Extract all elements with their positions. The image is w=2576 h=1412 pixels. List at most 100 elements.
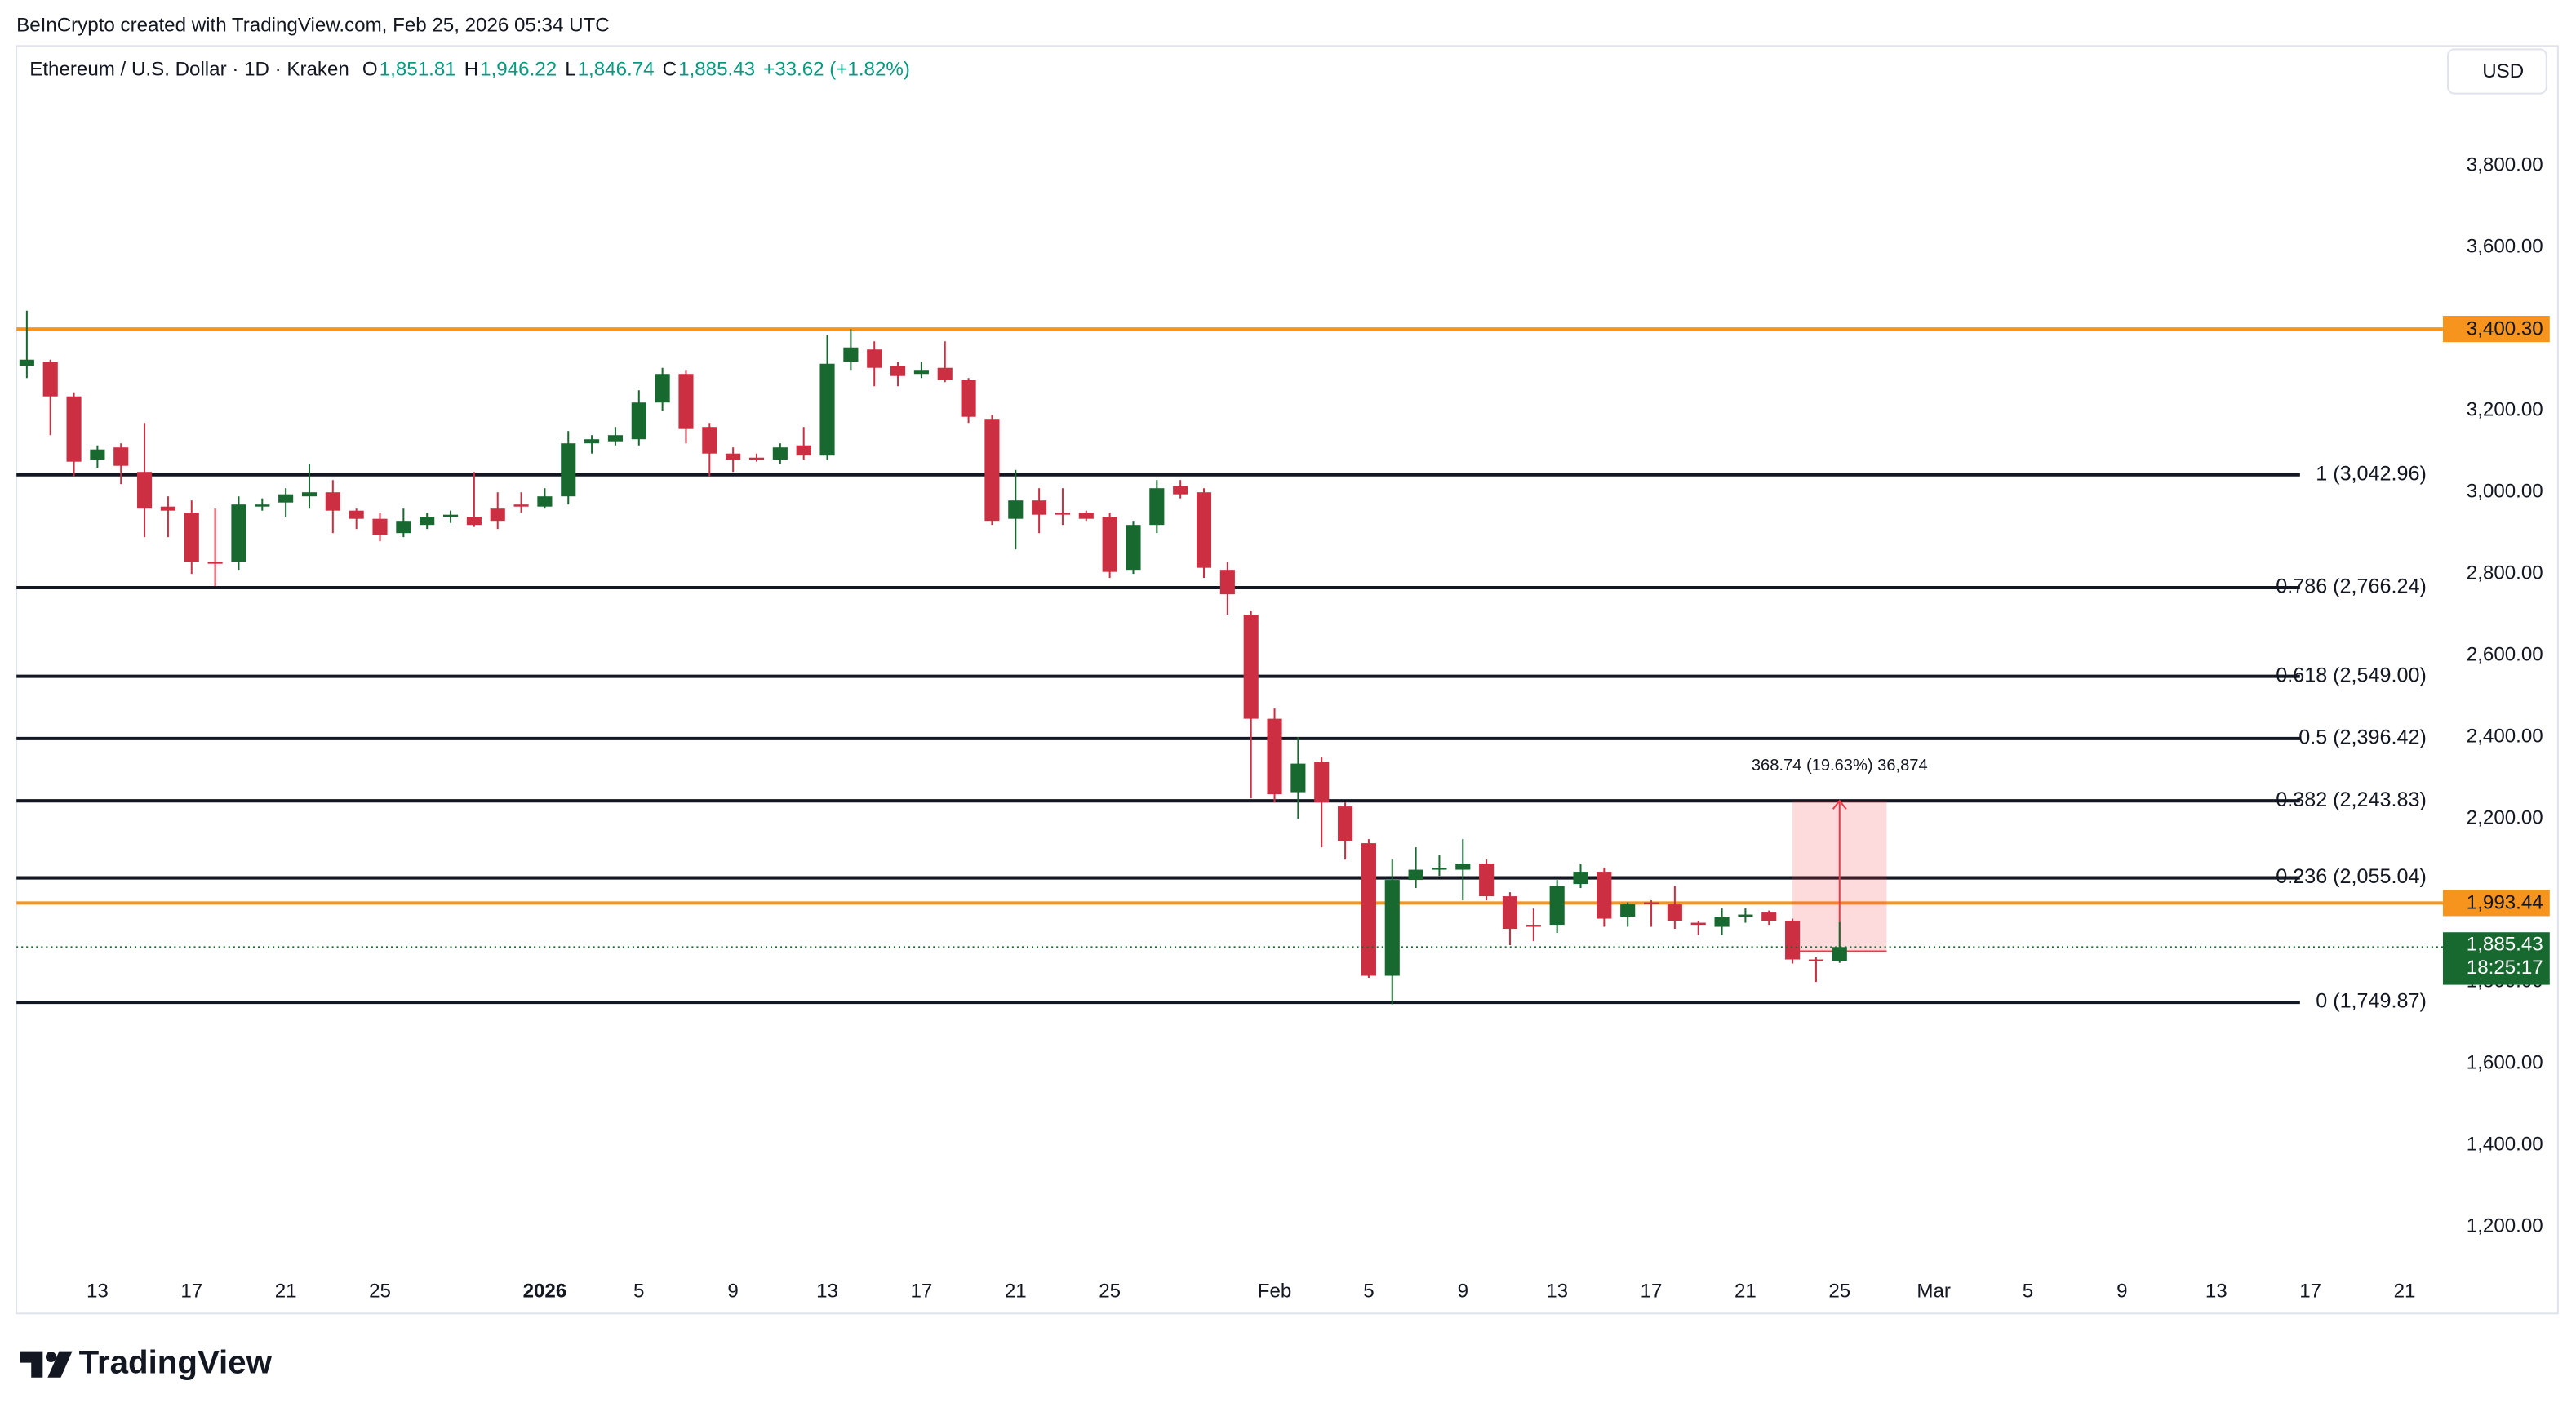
candle-body — [1314, 762, 1330, 803]
candle-body — [113, 447, 129, 466]
candle-body — [561, 443, 576, 497]
candle-body — [772, 447, 788, 460]
x-tick-label: 17 — [180, 1281, 202, 1303]
x-tick-label: 9 — [1458, 1281, 1468, 1303]
chart-frame — [16, 45, 2559, 1315]
candle-body — [1408, 869, 1423, 881]
legend: Ethereum / U.S. Dollar · 1D · Kraken O 1,8… — [29, 59, 910, 81]
candle-body — [1267, 718, 1282, 795]
candle-body — [984, 419, 1000, 522]
candle-body — [19, 359, 34, 366]
legend-key: O — [362, 59, 378, 81]
candle-body — [913, 370, 929, 375]
x-tick-label: 17 — [910, 1281, 932, 1303]
candle-body — [1361, 843, 1376, 976]
candle-body — [278, 494, 294, 503]
y-tick-label: 2,200.00 — [2467, 806, 2543, 828]
candle-body — [655, 374, 670, 403]
currency-label[interactable]: USD — [2482, 60, 2524, 82]
watermark: BeInCrypto created with TradingView.com,… — [16, 15, 610, 37]
y-tick-label: 3,800.00 — [2467, 154, 2543, 176]
candle-body — [1690, 922, 1706, 926]
candle-body — [607, 435, 624, 442]
candle-body — [1102, 517, 1117, 572]
x-tick-label: 17 — [2299, 1281, 2321, 1303]
candle-body — [1032, 500, 1047, 515]
candle-body — [1008, 500, 1024, 519]
x-tick-label: 5 — [2023, 1281, 2033, 1303]
candle-body — [255, 504, 270, 507]
x-tick-label: 21 — [1005, 1281, 1027, 1303]
candle-body — [890, 366, 906, 376]
candle-body — [1620, 904, 1636, 917]
candle-body — [1549, 886, 1565, 926]
candle-body — [66, 396, 82, 462]
x-tick-label: 2026 — [523, 1281, 567, 1303]
candle-body — [490, 508, 505, 522]
candle-body — [1455, 864, 1471, 870]
brand-logo — [20, 1351, 73, 1378]
x-tick-label: 13 — [1546, 1281, 1568, 1303]
candle-body — [1785, 921, 1801, 960]
brand-name: TradingView — [79, 1343, 273, 1380]
candle-body — [796, 445, 811, 456]
plot-area — [16, 310, 2443, 1005]
candle-body — [631, 402, 646, 440]
y-tick-label: 2,400.00 — [2467, 725, 2543, 747]
legend-change: +33.62 (+1.82%) — [763, 59, 910, 81]
y-tick-label: 3,200.00 — [2467, 399, 2543, 421]
y-tick-label: 3,600.00 — [2467, 236, 2543, 258]
y-tick-label: 1,200.00 — [2467, 1214, 2543, 1237]
legend-value: 1,885.43 — [678, 59, 755, 81]
candle-body — [1832, 947, 1847, 961]
candle-body — [584, 439, 600, 444]
x-tick-label: 25 — [1828, 1281, 1850, 1303]
candle-body — [1714, 917, 1730, 927]
countdown-label: 18:25:17 — [2467, 957, 2543, 979]
candle-body — [1432, 868, 1447, 870]
currency-button[interactable] — [2446, 48, 2547, 95]
candle-body — [466, 517, 482, 526]
fib-label: 0.236 (2,055.04) — [2276, 865, 2427, 888]
last-price-label: 1,885.43 — [2467, 934, 2543, 956]
legend-symbol: Ethereum / U.S. Dollar · 1D · Kraken — [29, 59, 349, 81]
x-tick-label: 9 — [2116, 1281, 2127, 1303]
candle-body — [42, 362, 58, 397]
last-price-tag — [2442, 932, 2550, 985]
candle-body — [1173, 486, 1188, 495]
legend-value: 1,846.74 — [578, 59, 655, 81]
candle-body — [867, 349, 882, 368]
x-tick-label: 9 — [727, 1281, 738, 1303]
candle-body — [1078, 513, 1094, 519]
candle-body — [349, 510, 364, 519]
level-tag — [2442, 315, 2550, 343]
candle-body — [1643, 902, 1659, 905]
candle-body — [301, 492, 318, 497]
fib-label: 1 (3,042.96) — [2316, 462, 2427, 485]
candle-body — [1526, 925, 1541, 927]
y-tick-label: 2,600.00 — [2467, 644, 2543, 666]
candle-body — [231, 504, 246, 562]
level-label: 3,400.30 — [2467, 317, 2543, 340]
fib-label: 0 (1,749.87) — [2316, 990, 2427, 1013]
fib-label: 0.786 (2,766.24) — [2276, 575, 2427, 598]
candle-body — [1290, 763, 1306, 793]
candle-body — [537, 496, 553, 507]
candle-body — [1338, 806, 1353, 841]
x-tick-label: 25 — [369, 1281, 391, 1303]
y-tick-label: 2,800.00 — [2467, 562, 2543, 584]
candle-body — [1243, 615, 1259, 719]
candle-body — [748, 457, 765, 460]
y-tick-label: 3,000.00 — [2467, 481, 2543, 503]
candle-body — [1479, 864, 1495, 897]
candle-body — [1667, 904, 1682, 921]
x-tick-label: 21 — [1734, 1281, 1757, 1303]
candle-body — [726, 453, 741, 460]
y-tick-label: 1,400.00 — [2467, 1133, 2543, 1155]
candle-body — [1502, 896, 1518, 930]
candle-body — [843, 347, 859, 362]
x-tick-label: 21 — [2394, 1281, 2416, 1303]
candle-body — [1126, 525, 1141, 571]
